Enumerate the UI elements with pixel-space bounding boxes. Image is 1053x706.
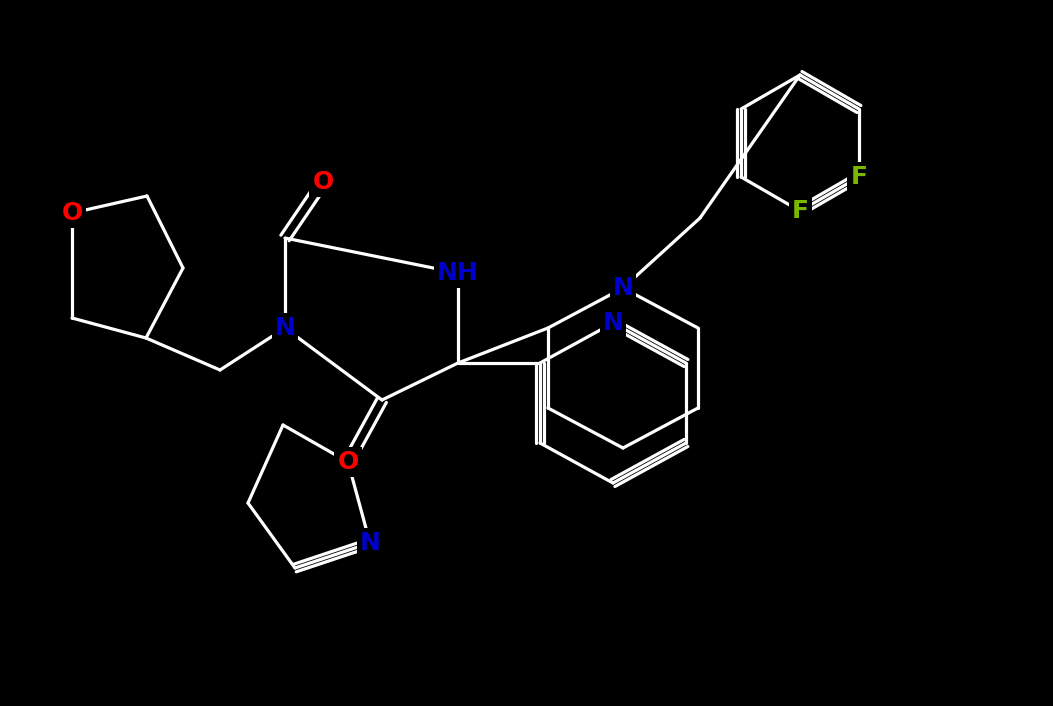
- Text: N: N: [602, 311, 623, 335]
- Text: N: N: [359, 531, 380, 555]
- Text: O: O: [313, 170, 334, 194]
- Text: N: N: [613, 276, 634, 300]
- Text: F: F: [851, 165, 868, 189]
- Text: NH: NH: [437, 261, 479, 285]
- Text: O: O: [61, 201, 82, 225]
- Text: F: F: [792, 199, 809, 223]
- Text: O: O: [337, 450, 359, 474]
- Text: N: N: [275, 316, 296, 340]
